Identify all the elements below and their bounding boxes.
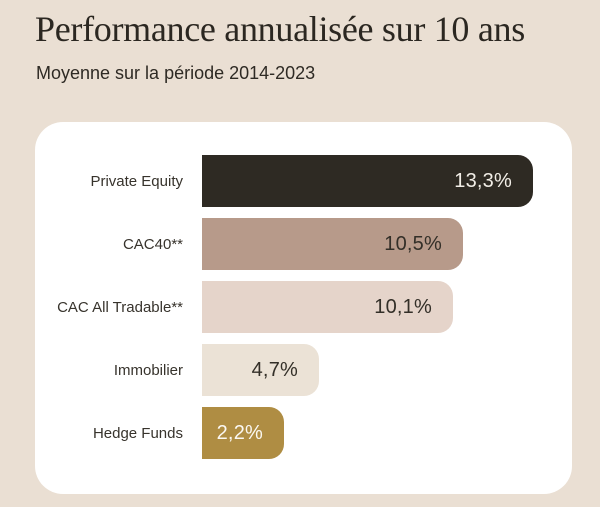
category-label: Private Equity xyxy=(90,172,183,190)
category-label: CAC40** xyxy=(122,235,183,253)
bar-row: CAC40** 10,5% xyxy=(35,218,572,270)
bar-track: 10,5% xyxy=(202,218,572,270)
bar: 4,7% xyxy=(202,344,319,396)
bar: 10,5% xyxy=(202,218,463,270)
chart-title: Performance annualisée sur 10 ans xyxy=(35,9,525,49)
bar-track: 2,2% xyxy=(202,407,572,459)
bar: 10,1% xyxy=(202,281,453,333)
bar: 13,3% xyxy=(202,155,533,207)
category-label: Immobilier xyxy=(113,361,183,379)
bar-row: CAC All Tradable** 10,1% xyxy=(35,281,572,333)
bar-chart: Private Equity 13,3% CAC40** 10,5% CAC A… xyxy=(35,155,572,459)
bar-track: 10,1% xyxy=(202,281,572,333)
bar-row: Hedge Funds 2,2% xyxy=(35,407,572,459)
value-label: 10,5% xyxy=(384,232,442,255)
category-label: CAC All Tradable** xyxy=(57,298,183,316)
bar-track: 13,3% xyxy=(202,155,572,207)
value-label: 10,1% xyxy=(374,295,432,318)
value-label: 2,2% xyxy=(216,421,263,444)
bar: 2,2% xyxy=(202,407,284,459)
chart-card: Private Equity 13,3% CAC40** 10,5% CAC A… xyxy=(35,122,572,494)
chart-subtitle: Moyenne sur la période 2014-2023 xyxy=(36,63,316,83)
value-label: 13,3% xyxy=(454,169,512,192)
value-label: 4,7% xyxy=(251,358,298,381)
bar-track: 4,7% xyxy=(202,344,572,396)
category-label: Hedge Funds xyxy=(92,424,183,442)
bar-row: Private Equity 13,3% xyxy=(35,155,572,207)
bar-row: Immobilier 4,7% xyxy=(35,344,572,396)
